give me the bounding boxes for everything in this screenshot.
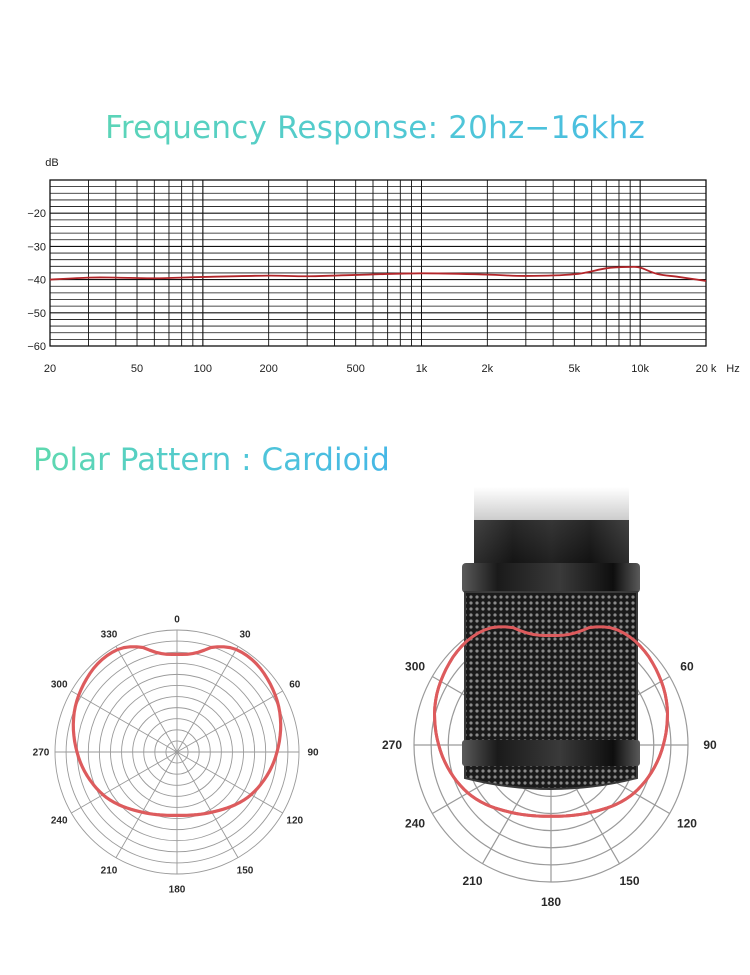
polar-left-angle-label: 240 <box>51 816 68 827</box>
polar-left-angle-label: 300 <box>51 680 68 691</box>
polar-left-cardioid-curve <box>71 645 283 817</box>
microphone-upper-ring <box>462 563 640 593</box>
polar-left-angle-label: 270 <box>33 748 50 759</box>
frequency-grid <box>49 179 707 347</box>
polar-right-angle-label: 240 <box>405 817 425 831</box>
polar-left-spoke <box>176 690 283 753</box>
frequency-response-curve <box>49 265 707 282</box>
frequency-x-tick-label: 2k <box>482 363 494 375</box>
frequency-x-tick-label: 20 <box>44 363 56 375</box>
polar-left-spoke <box>176 751 239 858</box>
polar-right-cardioid-curve-front <box>433 625 669 818</box>
frequency-y-axis-label: dB <box>45 157 58 169</box>
polar-right-angle-label: 90 <box>703 738 717 752</box>
polar-left-spoke <box>176 751 283 814</box>
polar-right-angle-label: 270 <box>382 738 402 752</box>
polar-left-spoke <box>176 646 239 753</box>
polar-left-angle-label: 0 <box>174 615 180 626</box>
polar-left-angle-label: 30 <box>239 630 251 641</box>
polar-left-spoke <box>115 646 178 753</box>
frequency-x-tick-label: 20 k <box>696 363 717 375</box>
frequency-x-tick-label: 50 <box>131 363 143 375</box>
frequency-response-title: Frequency Response: 20hz−16khz <box>0 110 750 146</box>
polar-right-angle-label: 300 <box>405 660 425 674</box>
polar-right-angle-label: 120 <box>677 817 697 831</box>
polar-left-angle-label: 90 <box>307 748 319 759</box>
microphone-lower-ring <box>462 740 640 766</box>
polar-right-angle-label: 180 <box>541 895 561 909</box>
polar-left-angle-label: 120 <box>286 816 303 827</box>
frequency-x-axis-label: Hz <box>726 363 739 375</box>
frequency-x-tick-label: 200 <box>259 363 277 375</box>
polar-left-spoke <box>71 690 178 753</box>
frequency-y-tick-label: −40 <box>27 275 46 287</box>
polar-left-angle-label: 60 <box>289 680 301 691</box>
frequency-x-tick-label: 10k <box>631 363 649 375</box>
frequency-x-tick-label: 1k <box>416 363 428 375</box>
polar-right-angle-label: 150 <box>619 874 639 888</box>
frequency-plot-frame <box>49 179 707 347</box>
microphone-illustration <box>462 487 640 790</box>
polar-left-angle-label: 330 <box>101 630 118 641</box>
polar-pattern-title: Polar Pattern : Cardioid <box>33 442 390 478</box>
polar-right-angle-label: 210 <box>462 874 482 888</box>
frequency-y-tick-label: −60 <box>27 341 46 353</box>
frequency-y-tick-label: −30 <box>27 241 46 253</box>
frequency-x-tick-label: 5k <box>569 363 581 375</box>
frequency-y-tick-label: −20 <box>27 208 46 220</box>
frequency-x-tick-label: 100 <box>194 363 212 375</box>
frequency-x-tick-label: 500 <box>347 363 365 375</box>
microphone-grille <box>464 591 638 790</box>
polar-left-angle-label: 150 <box>237 865 254 876</box>
polar-left-angle-label: 180 <box>169 885 186 896</box>
frequency-y-tick-label: −50 <box>27 308 46 320</box>
polar-left-spoke <box>71 751 178 814</box>
polar-left-spoke <box>115 751 178 858</box>
polar-right-angle-label: 60 <box>680 660 694 674</box>
polar-left-angle-label: 210 <box>101 865 118 876</box>
